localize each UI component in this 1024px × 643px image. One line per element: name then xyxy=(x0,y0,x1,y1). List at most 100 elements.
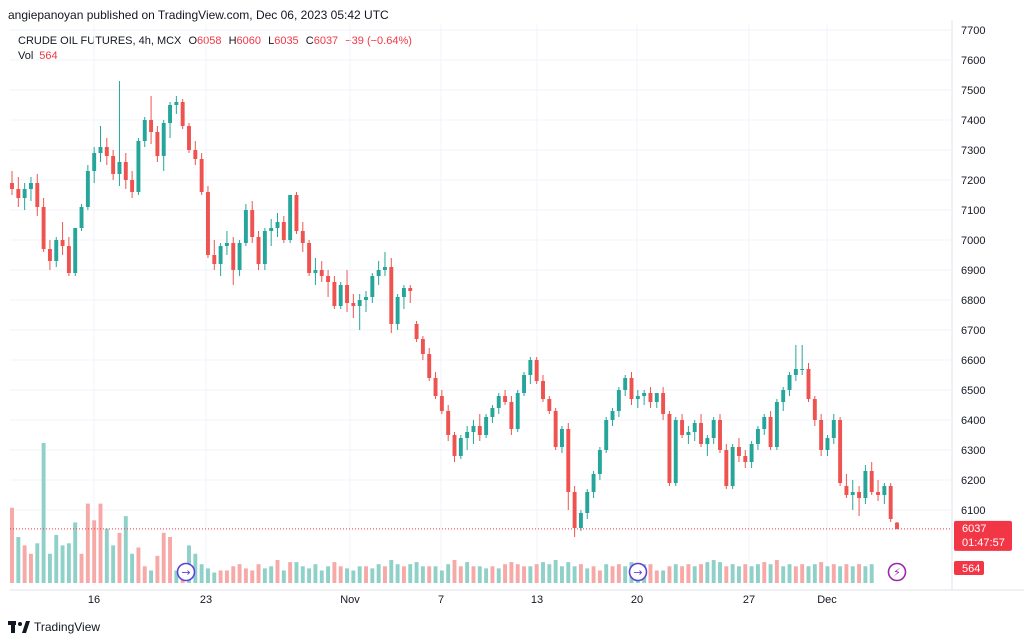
candle-body xyxy=(755,429,760,444)
candle-body xyxy=(313,270,318,273)
volume-bar xyxy=(471,566,476,583)
candle-body xyxy=(149,120,154,132)
candle-body xyxy=(800,369,805,370)
volume-bar xyxy=(768,564,773,583)
candle-body xyxy=(711,420,716,438)
volume-badge xyxy=(954,561,984,575)
candle-body xyxy=(174,102,179,105)
volume-bar xyxy=(281,570,286,583)
candle-body xyxy=(762,417,767,429)
volume-bar xyxy=(414,562,419,583)
candle-body xyxy=(168,105,172,123)
candle-body xyxy=(743,456,748,462)
candle-body xyxy=(718,420,722,450)
candle-body xyxy=(60,240,65,246)
volume-bar xyxy=(262,568,267,583)
footer: TradingView xyxy=(8,620,100,634)
candle-body xyxy=(673,420,678,483)
candle-body xyxy=(300,231,305,243)
volume-bar xyxy=(490,566,495,583)
volume-bar xyxy=(844,564,849,583)
volume-bar xyxy=(326,566,331,583)
volume-bar xyxy=(149,570,154,583)
volume-bar xyxy=(737,566,741,583)
candle-body xyxy=(724,450,729,486)
candle-body xyxy=(98,147,103,153)
y-tick-label: 6300 xyxy=(961,445,985,457)
y-tick-label: 7000 xyxy=(961,235,985,247)
candle-body xyxy=(604,420,609,450)
volume-bar xyxy=(79,553,84,583)
y-tick-label: 6600 xyxy=(961,355,985,367)
price-badge-countdown: 01:47:57 xyxy=(962,537,1005,549)
volume-bar xyxy=(364,566,368,583)
event-marker-icon[interactable] xyxy=(176,562,196,582)
candle-body xyxy=(161,123,166,156)
volume-bar xyxy=(819,562,824,583)
candle-body xyxy=(199,159,204,192)
y-tick-label: 7200 xyxy=(961,175,985,187)
x-tick-label: 23 xyxy=(200,594,212,606)
event-marker-icon-glyph: → xyxy=(181,566,190,579)
volume-bar xyxy=(705,562,710,583)
candle-body xyxy=(123,162,128,180)
symbol-label: CRUDE OIL FUTURES, 4h, MCX xyxy=(18,35,182,47)
candle-body xyxy=(357,300,362,306)
candle-body xyxy=(825,438,830,450)
event-marker-icon[interactable] xyxy=(628,562,648,582)
candle-body xyxy=(680,420,685,435)
volume-bar xyxy=(547,564,552,583)
volume-bar xyxy=(294,562,299,583)
y-tick-label: 7700 xyxy=(961,25,985,37)
candle-body xyxy=(35,183,40,207)
change-value: −39 (−0.64%) xyxy=(345,35,412,47)
volume-bar xyxy=(673,564,678,583)
candle-body xyxy=(408,288,413,291)
volume-bar xyxy=(699,564,703,583)
candle-body xyxy=(452,435,457,456)
candle-body xyxy=(477,426,482,435)
candle-body xyxy=(104,147,109,156)
volume-bar xyxy=(541,562,545,583)
x-tick-label: 13 xyxy=(531,594,543,606)
volume-bar xyxy=(534,564,539,583)
volume-bar xyxy=(338,566,343,583)
candle-body xyxy=(73,228,78,273)
candle-body xyxy=(212,255,217,264)
volume-bar xyxy=(206,568,210,583)
candle-body xyxy=(47,249,52,261)
volume-bar xyxy=(161,532,166,583)
candle-body xyxy=(294,195,299,231)
volume-bar xyxy=(458,566,463,583)
candle-body xyxy=(850,492,855,495)
volume-bar xyxy=(123,516,128,583)
volume-bar xyxy=(54,534,59,583)
volume-bar xyxy=(104,528,109,583)
volume-bar xyxy=(711,560,716,583)
volume-bar xyxy=(667,566,672,583)
tradingview-logo-icon xyxy=(8,621,30,633)
volume-bar xyxy=(66,543,71,583)
volume-bar xyxy=(774,560,779,583)
volume-bar xyxy=(863,566,868,583)
volume-bar xyxy=(288,562,293,583)
candle-body xyxy=(262,231,267,264)
candle-body xyxy=(490,408,495,417)
candle-body xyxy=(275,222,280,228)
x-tick-label: Dec xyxy=(817,594,837,606)
candle-body xyxy=(787,375,792,390)
volume-bar xyxy=(528,566,533,583)
candle-body xyxy=(895,522,899,529)
volume-bar xyxy=(73,522,78,583)
candle-body xyxy=(838,420,843,483)
volume-bar xyxy=(193,553,198,583)
lightning-icon[interactable] xyxy=(887,562,907,582)
candle-body xyxy=(629,378,634,399)
x-tick-label: 16 xyxy=(88,594,100,606)
candle-body xyxy=(686,432,691,435)
candle-body xyxy=(793,369,798,375)
candle-body xyxy=(10,183,14,189)
candle-body xyxy=(117,162,122,174)
volume-bar xyxy=(597,570,602,583)
